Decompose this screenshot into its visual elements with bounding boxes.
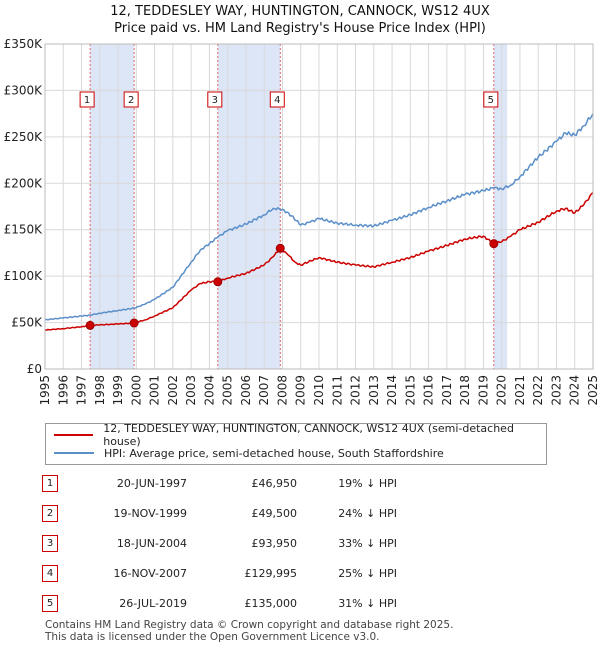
shaded-period: [493, 44, 508, 369]
x-tick-label: 2009: [294, 375, 308, 406]
chart-title: 12, TEDDESLEY WAY, HUNTINGTON, CANNOCK, …: [110, 4, 490, 19]
sale-price: £135,000: [244, 596, 298, 610]
x-tick-label: 1995: [38, 375, 52, 406]
sale-label-box: [483, 91, 499, 108]
sale-label-number: 1: [84, 95, 90, 106]
x-tick-label: 1999: [111, 375, 125, 406]
footer-license: This data is licensed under the Open Gov…: [45, 631, 380, 643]
x-tick-label: 2002: [166, 375, 180, 406]
sale-date: 26-JUL-2019: [119, 596, 187, 610]
legend-label-hpi: HPI: Average price, semi-detached house,…: [104, 446, 444, 460]
x-tick-label: 2020: [495, 375, 509, 406]
legend-item-property: 12, TEDDESLEY WAY, HUNTINGTON, CANNOCK, …: [54, 422, 546, 448]
sale-price: £129,995: [244, 566, 298, 580]
price-chart: 1 2 3 4 5 £0 £50K £100K £150K £200K £250K £300K £35…: [4, 37, 600, 406]
x-tick-label: 1998: [93, 375, 107, 406]
sale-number-badge: 4: [42, 564, 58, 582]
table-row: 3 18-JUN-2004 £93,950 33% ↓ HPI: [42, 528, 397, 558]
x-tick-label: 2005: [221, 375, 235, 406]
y-tick-label: £0: [27, 362, 42, 376]
sale-point: [213, 277, 223, 287]
legend-label-property: 12, TEDDESLEY WAY, HUNTINGTON, CANNOCK, …: [103, 422, 514, 448]
x-tick-label: 2024: [568, 375, 582, 406]
chart-legend: 12, TEDDESLEY WAY, HUNTINGTON, CANNOCK, …: [45, 422, 547, 465]
legend-swatch-hpi: [54, 452, 94, 454]
x-tick-label: 2004: [202, 375, 216, 406]
sale-hpi-diff: 31% ↓ HPI: [338, 596, 397, 610]
sale-number-badge: 2: [42, 504, 58, 522]
sale-hpi-diff: 19% ↓ HPI: [338, 476, 397, 490]
hpi-line: [44, 113, 594, 321]
sale-point: [489, 239, 499, 249]
y-tick-label: £200K: [4, 176, 44, 190]
table-row: 1 20-JUN-1997 £46,950 19% ↓ HPI: [42, 468, 397, 498]
sale-label-box: [269, 91, 285, 108]
x-tick-label: 2003: [184, 375, 198, 406]
x-tick-label: 2016: [422, 375, 436, 406]
legend-swatch-property: [54, 434, 94, 436]
x-tick-label: 2017: [440, 375, 454, 406]
sale-point: [85, 320, 95, 330]
sale-price: £93,950: [251, 536, 298, 550]
y-tick-label: £100K: [4, 269, 44, 283]
x-tick-label: 2015: [403, 375, 417, 406]
table-row: 2 19-NOV-1999 £49,500 24% ↓ HPI: [42, 498, 397, 528]
plot-frame: [44, 43, 594, 370]
legend-item-hpi: HPI: Average price, semi-detached house,…: [54, 445, 444, 461]
sale-label-box: [79, 91, 95, 108]
sale-label-box: [207, 91, 223, 108]
x-tick-label: 2001: [148, 375, 162, 406]
sale-label-number: 5: [488, 95, 494, 106]
x-tick-label: 2010: [312, 375, 326, 406]
table-row: 5 26-JUL-2019 £135,000 31% ↓ HPI: [42, 588, 397, 618]
sale-number-badge: 3: [42, 534, 58, 552]
table-row: 4 16-NOV-2007 £129,995 25% ↓ HPI: [42, 558, 397, 588]
footer-copyright: Contains HM Land Registry data © Crown c…: [45, 619, 454, 631]
sale-date: 16-NOV-2007: [113, 566, 187, 580]
sale-price: £49,500: [251, 506, 298, 520]
sale-number-badge: 1: [42, 474, 58, 492]
x-tick-label: 2011: [330, 375, 344, 406]
sale-hpi-diff: 25% ↓ HPI: [338, 566, 397, 580]
x-tick-label: 2013: [367, 375, 381, 406]
sale-point: [275, 243, 285, 253]
sale-hpi-diff: 24% ↓ HPI: [338, 506, 397, 520]
x-tick-label: 2006: [239, 375, 253, 406]
y-tick-label: £150K: [4, 223, 44, 237]
sale-label-number: 2: [128, 95, 134, 106]
x-tick-label: 2007: [257, 375, 271, 406]
y-tick-label: £250K: [4, 130, 44, 144]
x-tick-label: 2018: [458, 375, 472, 406]
x-tick-label: 2019: [476, 375, 490, 406]
x-tick-label: 2000: [129, 375, 143, 406]
sale-label-box: [123, 91, 139, 108]
sale-label-number: 4: [274, 95, 280, 106]
x-tick-label: 2025: [586, 375, 600, 406]
x-tick-label: 2023: [549, 375, 563, 406]
y-tick-label: £300K: [4, 83, 44, 97]
x-tick-label: 2022: [531, 375, 545, 406]
sale-date: 20-JUN-1997: [116, 476, 187, 490]
y-tick-label: £350K: [4, 37, 44, 51]
x-tick-label: 2008: [275, 375, 289, 406]
y-tick-label: £50K: [11, 316, 43, 330]
x-tick-label: 2014: [385, 375, 399, 406]
sale-number-badge: 5: [42, 594, 58, 612]
x-tick-label: 1997: [75, 375, 89, 406]
sale-price: £46,950: [251, 476, 298, 490]
sale-point: [129, 318, 139, 328]
sale-date: 19-NOV-1999: [113, 506, 187, 520]
sales-table: 1 20-JUN-1997 £46,950 19% ↓ HPI 2 19-NOV…: [42, 468, 397, 618]
x-tick-label: 1996: [56, 375, 70, 406]
x-tick-label: 2021: [513, 375, 527, 406]
footer: Contains HM Land Registry data © Crown c…: [45, 619, 453, 643]
sale-date: 18-JUN-2004: [116, 536, 187, 550]
x-tick-label: 2012: [349, 375, 363, 406]
sale-label-number: 3: [212, 95, 218, 106]
sale-hpi-diff: 33% ↓ HPI: [338, 536, 397, 550]
chart-subtitle: Price paid vs. HM Land Registry's House …: [114, 21, 486, 36]
